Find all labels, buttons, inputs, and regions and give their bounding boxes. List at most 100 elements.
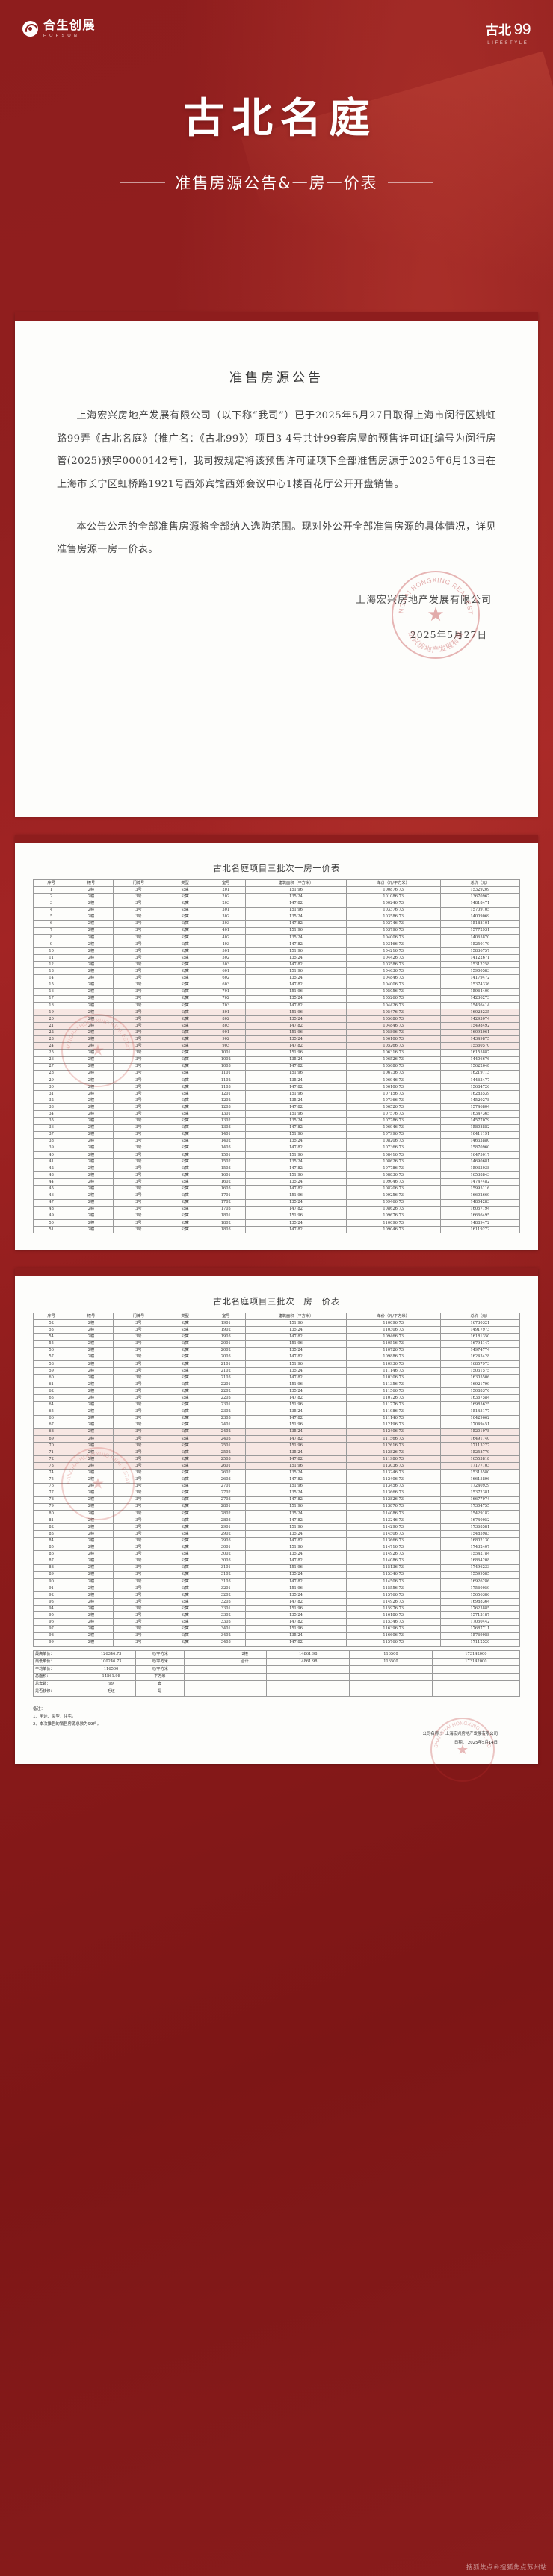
cell-室号: 402 — [206, 933, 247, 941]
cell-门牌号: 3号 — [112, 967, 165, 976]
note-1: 1、用途、类型：住宅。 — [33, 1714, 76, 1719]
cell-序号: 5 — [32, 913, 70, 921]
cell-建筑面积（平方米）: 147.82 — [245, 1414, 347, 1422]
cell-总价（元）: 15933038 — [439, 1165, 521, 1173]
table-row: 59 2幢 3号 公寓 2102 135.24 111146.73 15031575 — [32, 1366, 521, 1375]
summary-cell — [266, 1673, 350, 1682]
cell-序号: 80 — [32, 1509, 70, 1517]
table-row: 17 2幢 3号 公寓 702 135.24 105266.73 14236273 — [32, 994, 521, 1003]
cell-序号: 2 — [32, 893, 70, 901]
cell-幢号: 2幢 — [69, 940, 114, 949]
cell-室号: 703 — [206, 1001, 247, 1009]
cell-建筑面积（平方米）: 147.82 — [245, 1185, 347, 1193]
cell-序号: 22 — [32, 1029, 70, 1037]
cell-建筑面积（平方米）: 135.24 — [245, 1366, 347, 1375]
cell-门牌号: 3号 — [112, 893, 165, 901]
cell-类型: 公寓 — [164, 1428, 207, 1436]
cell-序号: 60 — [32, 1373, 70, 1382]
cell-门牌号: 3号 — [112, 1509, 165, 1517]
cell-类型: 公寓 — [164, 1171, 207, 1180]
cell-总价（元）: 16666495 — [439, 1212, 521, 1220]
cell-单价（元/平方米）: 107366.73 — [345, 1097, 441, 1105]
cell-建筑面积（平方米）: 147.82 — [245, 1333, 347, 1341]
cell-室号: 902 — [206, 1035, 247, 1044]
price-table-title: 古北名庭项目三批次一房一价表 — [213, 863, 340, 873]
cell-序号: 67 — [32, 1421, 70, 1429]
cell-序号: 76 — [32, 1482, 70, 1490]
cell-室号: 1702 — [206, 1198, 247, 1207]
cell-室号: 302 — [206, 913, 247, 921]
logo-row: 合生创展 HOPSON 古北 99 LIFESTYLE — [0, 0, 553, 46]
cell-序号: 44 — [32, 1178, 70, 1186]
cell-单价（元/平方米）: 105896.73 — [345, 1029, 441, 1037]
table-row: 10 2幢 3号 公寓 501 151.96 104216.73 15836757 — [32, 947, 521, 956]
cell-幢号: 2幢 — [69, 1076, 114, 1084]
summary-cell: 是否装修： — [33, 1688, 87, 1697]
cell-类型: 公寓 — [164, 1015, 207, 1024]
cell-门牌号: 3号 — [112, 1523, 165, 1532]
cell-门牌号: 3号 — [112, 1632, 165, 1640]
cell-单价（元/平方米）: 100246.73 — [345, 900, 441, 908]
cell-类型: 公寓 — [164, 1117, 207, 1125]
table-row: 62 2幢 3号 公寓 2202 135.24 111566.73 15088376 — [32, 1387, 521, 1396]
summary-cell — [183, 1657, 223, 1667]
footer-seal-stamp: SHANGHAI HONGXING CO.,LTD ★ — [430, 1717, 495, 1782]
cell-单价（元/平方米）: 110936.73 — [345, 1360, 441, 1368]
cell-幢号: 2幢 — [69, 1124, 114, 1132]
cell-建筑面积（平方米）: 147.82 — [245, 1537, 347, 1545]
cell-门牌号: 3号 — [112, 1476, 165, 1484]
cell-门牌号: 3号 — [112, 1056, 165, 1064]
cell-单价（元/平方米）: 109886.73 — [345, 1353, 441, 1361]
cell-室号: 803 — [206, 1022, 247, 1030]
table-row: 14 2幢 3号 公寓 602 135.24 104846.73 14179472 — [32, 974, 521, 982]
cell-类型: 公寓 — [164, 961, 207, 969]
cell-门牌号: 3号 — [112, 1015, 165, 1024]
cell-单价（元/平方米）: 110306.73 — [345, 1373, 441, 1382]
column-header-3: 类型 — [164, 1313, 207, 1321]
cell-建筑面积（平方米）: 147.82 — [245, 1144, 347, 1152]
cell-室号: 1101 — [206, 1069, 247, 1077]
table-body: 1 2幢 3号 公寓 201 151.96 100876.73 15329209 2 2幢 3号 公寓… — [32, 886, 521, 1234]
summary-cell — [222, 1680, 268, 1689]
cell-门牌号: 3号 — [112, 1192, 165, 1200]
cell-室号: 901 — [206, 1029, 247, 1037]
cell-室号: 2901 — [206, 1523, 247, 1532]
cell-幢号: 2幢 — [69, 1130, 114, 1139]
cell-序号: 95 — [32, 1611, 70, 1620]
cell-室号: 2403 — [206, 1434, 247, 1443]
cell-建筑面积（平方米）: 135.24 — [245, 1489, 347, 1497]
cell-建筑面积（平方米）: 135.24 — [245, 954, 347, 962]
cell-室号: 603 — [206, 981, 247, 989]
cell-单价（元/平方米）: 110306.73 — [345, 1326, 441, 1334]
cell-门牌号: 3号 — [112, 913, 165, 921]
cell-总价（元）: 17496233 — [439, 1564, 521, 1572]
cell-序号: 12 — [32, 961, 70, 969]
cell-总价（元）: 17560059 — [439, 1584, 521, 1593]
cell-类型: 公寓 — [164, 1550, 207, 1558]
cell-室号: 3103 — [206, 1577, 247, 1585]
cell-单价（元/平方米）: 106526.73 — [345, 1103, 441, 1112]
cell-门牌号: 3号 — [112, 981, 165, 989]
cell-幢号: 2幢 — [69, 1373, 114, 1382]
company-label: 公司名称 ： — [422, 1731, 445, 1736]
cell-门牌号: 3号 — [112, 1042, 165, 1050]
cell-单价（元/平方米）: 104006.73 — [345, 933, 441, 941]
cell-建筑面积（平方米）: 151.96 — [245, 1151, 347, 1159]
cell-门牌号: 3号 — [112, 1117, 165, 1125]
cell-幢号: 2幢 — [69, 1381, 114, 1389]
table-row: 43 2幢 3号 公寓 1601 151.96 108836.73 16538843 — [32, 1171, 521, 1180]
cell-类型: 公寓 — [164, 1042, 207, 1050]
cell-单价（元/平方米）: 114506.73 — [345, 1577, 441, 1585]
cell-序号: 56 — [32, 1346, 70, 1354]
cell-总价（元）: 16243428 — [439, 1353, 521, 1361]
cell-建筑面积（平方米）: 151.96 — [245, 967, 347, 976]
cell-类型: 公寓 — [164, 974, 207, 982]
cell-幢号: 2幢 — [69, 1185, 114, 1193]
cell-门牌号: 3号 — [112, 1340, 165, 1348]
cell-总价（元）: 13670967 — [439, 893, 521, 901]
cell-类型: 公寓 — [164, 1157, 207, 1166]
notes-label: 备注： — [33, 1706, 46, 1712]
cell-类型: 公寓 — [164, 1632, 207, 1640]
table-row: 49 2幢 3号 公寓 1801 151.96 109676.73 16666495 — [32, 1212, 521, 1220]
signature-company: 上海宏兴房地产发展有限公司 — [355, 594, 492, 606]
